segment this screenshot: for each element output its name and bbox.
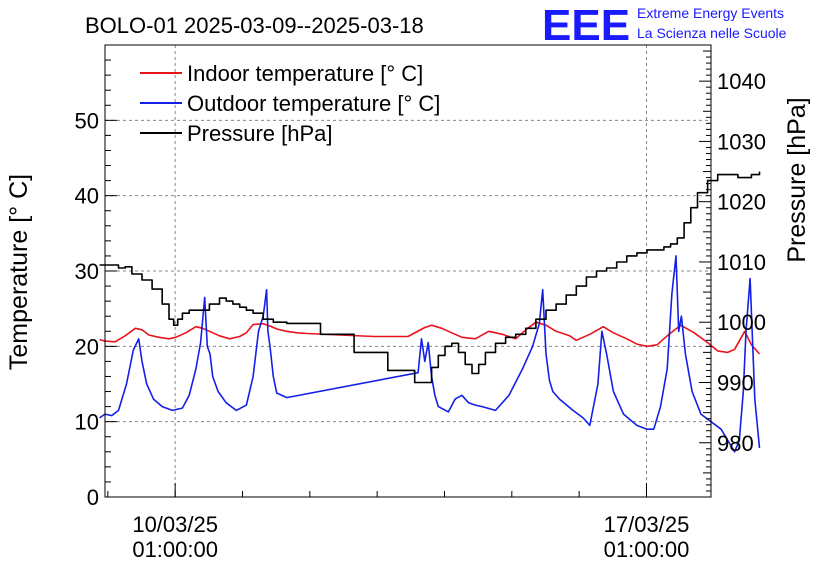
eee-logo-line2: La Scienza nelle Scuole bbox=[637, 25, 787, 41]
y-right-tick-label: 1030 bbox=[717, 129, 766, 154]
y-left-tick-label: 0 bbox=[87, 485, 99, 510]
legend: Indoor temperature [° C] Outdoor temperat… bbox=[140, 61, 440, 146]
y-right-tick-label: 1040 bbox=[717, 69, 766, 94]
legend-label-outdoor-temperature: Outdoor temperature [° C] bbox=[187, 91, 440, 116]
y-right-tick-label: 980 bbox=[717, 431, 754, 456]
x-tick-label-date: 10/03/25 bbox=[132, 512, 218, 537]
pressure-line bbox=[99, 171, 761, 384]
y-right-tick-label: 1000 bbox=[717, 310, 766, 335]
chart-title: BOLO-01 2025-03-09--2025-03-18 bbox=[85, 13, 424, 38]
x-tick-label-time: 01:00:00 bbox=[604, 537, 690, 562]
y-left-tick-label: 30 bbox=[75, 259, 99, 284]
y-axis-right-title: Pressure [hPa] bbox=[783, 97, 811, 262]
eee-logo: EEE Extreme Energy Events La Scienza nel… bbox=[542, 1, 787, 50]
legend-label-indoor-temperature: Indoor temperature [° C] bbox=[187, 61, 423, 86]
y-left-tick-label: 10 bbox=[75, 410, 99, 435]
eee-logo-line1: Extreme Energy Events bbox=[637, 5, 784, 21]
y-left-tick-label: 20 bbox=[75, 334, 99, 359]
y-axis-left-title: Temperature [° C] bbox=[5, 174, 33, 370]
series-layer bbox=[99, 171, 761, 453]
legend-label-pressure: Pressure [hPa] bbox=[187, 121, 333, 146]
y-right-tick-label: 990 bbox=[717, 370, 754, 395]
grid-lines bbox=[105, 45, 711, 497]
axes: 010203040509809901000101010201030104010/… bbox=[75, 44, 766, 562]
outdoor-temperature-line bbox=[99, 255, 761, 453]
x-tick-label-time: 01:00:00 bbox=[132, 537, 218, 562]
y-right-tick-label: 1010 bbox=[717, 250, 766, 275]
x-tick-label-date: 17/03/25 bbox=[604, 512, 690, 537]
y-left-tick-label: 50 bbox=[75, 108, 99, 133]
y-left-tick-label: 40 bbox=[75, 184, 99, 209]
eee-logo-mark: EEE bbox=[542, 1, 630, 50]
y-right-tick-label: 1020 bbox=[717, 190, 766, 215]
indoor-temperature-line bbox=[99, 321, 761, 355]
